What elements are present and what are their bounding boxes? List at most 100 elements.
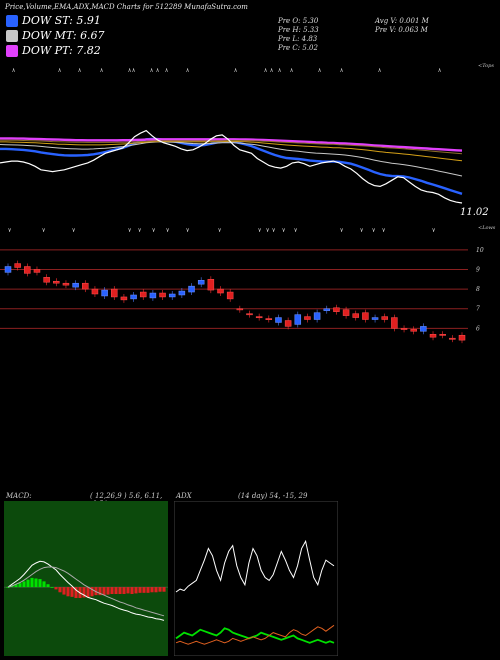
macd-histogram-bar [154, 587, 158, 593]
macd-histogram-bar [146, 587, 150, 593]
macd-chart [4, 501, 168, 656]
y-tick-label: 6 [476, 325, 480, 332]
candle [120, 296, 128, 301]
y-tick-label: 8 [476, 286, 480, 293]
adx-series-adx [175, 539, 335, 593]
candle [304, 316, 311, 320]
adx-series-plus-di [175, 627, 335, 644]
tops-marker: ٨ [378, 67, 382, 74]
macd-histogram-bar [66, 587, 70, 597]
adx-chart [174, 501, 338, 656]
legend-value: 5.91 [76, 14, 101, 27]
lows-marker: ٧ [432, 227, 436, 234]
candle [391, 317, 398, 329]
macd-histogram-bar [26, 579, 30, 588]
macd-histogram-bar [62, 587, 66, 595]
candle [178, 290, 186, 296]
lows-marker: ٧ [218, 227, 222, 234]
candle [284, 320, 292, 327]
macd-histogram-bar [90, 587, 94, 597]
tops-marker: ٨ [100, 67, 104, 74]
candle [381, 316, 388, 320]
legend-swatch-icon [6, 44, 18, 57]
candle [197, 280, 205, 285]
series-price [0, 129, 463, 204]
tops-marker: ٨ [132, 67, 136, 74]
candle [400, 328, 408, 330]
lows-marker: ٧ [186, 227, 190, 234]
lows-marker: ٧ [272, 227, 276, 234]
tops-marker: ٨ [128, 67, 132, 74]
legend-dow-st: DOW ST: 5.91 [6, 14, 101, 27]
macd-histogram-bar [110, 587, 114, 594]
tops-marker: ٨ [264, 67, 268, 74]
tops-marker: ٨ [78, 67, 82, 74]
prev-volume: Pre V: 0.063 M [375, 26, 428, 34]
candle [4, 266, 12, 273]
lows-marker: ٧ [128, 227, 132, 234]
candle [139, 291, 147, 298]
tops-marker: ٨ [278, 67, 282, 74]
macd-histogram-bar [142, 587, 146, 593]
lows-marker: ٧ [72, 227, 76, 234]
macd-histogram-bar [46, 584, 50, 588]
candle [420, 326, 427, 332]
adx-series-minus-di [175, 624, 335, 645]
candle [313, 312, 321, 320]
legend-dow-mt: DOW MT: 6.67 [6, 29, 105, 42]
candle [371, 317, 379, 320]
lows-marker: ٧ [42, 227, 46, 234]
macd-histogram-bar [86, 587, 90, 598]
tops-marker: ٨ [270, 67, 274, 74]
tops-marker: ٨ [438, 67, 442, 74]
legend-label: DOW PT: [22, 44, 73, 57]
tops-marker: ٨ [150, 67, 154, 74]
lows-marker: ٧ [258, 227, 262, 234]
candle [246, 313, 253, 316]
macd-histogram-bar [14, 584, 18, 588]
adx-title: ADX [176, 492, 192, 500]
candle [188, 285, 195, 293]
macd-histogram-bar [30, 577, 34, 588]
avg-volume: Avg V: 0.001 M [375, 17, 429, 25]
macd-histogram-bar [150, 587, 154, 593]
macd-histogram-bar [122, 587, 126, 594]
macd-panel: MACD: ( 12,26,9 ) 5.6, 6.11, -0.51 [4, 492, 168, 656]
legend-dow-pt: DOW PT: 7.82 [6, 44, 101, 57]
lows-marker: ٧ [360, 227, 364, 234]
lows-marker: ٧ [138, 227, 142, 234]
lows-marker: ٧ [166, 227, 170, 234]
lows-marker: ٧ [294, 227, 298, 234]
legend-swatch-icon [6, 29, 18, 42]
tops-label: <Tops [478, 63, 494, 69]
tops-marker: ٨ [234, 67, 238, 74]
macd-histogram-bar [106, 587, 110, 595]
series-ema-4 [0, 140, 463, 162]
tops-marker: ٨ [186, 67, 190, 74]
candle [449, 337, 456, 340]
candle [226, 291, 234, 300]
macd-histogram-bar [114, 587, 118, 594]
macd-histogram-bar [138, 587, 142, 593]
candle [53, 280, 60, 284]
macd-series-signal [7, 566, 165, 617]
candle [236, 308, 244, 311]
lows-marker: ٧ [382, 227, 386, 234]
candle [43, 277, 50, 283]
lows-marker: ٧ [372, 227, 376, 234]
macd-histogram-bar [42, 581, 46, 588]
macd-histogram-bar [6, 587, 10, 588]
macd-title: MACD: [6, 492, 32, 500]
candle [342, 309, 350, 316]
candle [207, 279, 215, 291]
macd-histogram-bar [58, 587, 62, 593]
ohlc-close: Pre C: 5.02 [278, 44, 318, 52]
candle [72, 282, 79, 288]
lows-marker: ٧ [152, 227, 156, 234]
tops-marker: ٨ [58, 67, 62, 74]
lows-marker: ٧ [266, 227, 270, 234]
candle [14, 263, 21, 268]
candle [352, 313, 359, 318]
candle [429, 334, 437, 338]
